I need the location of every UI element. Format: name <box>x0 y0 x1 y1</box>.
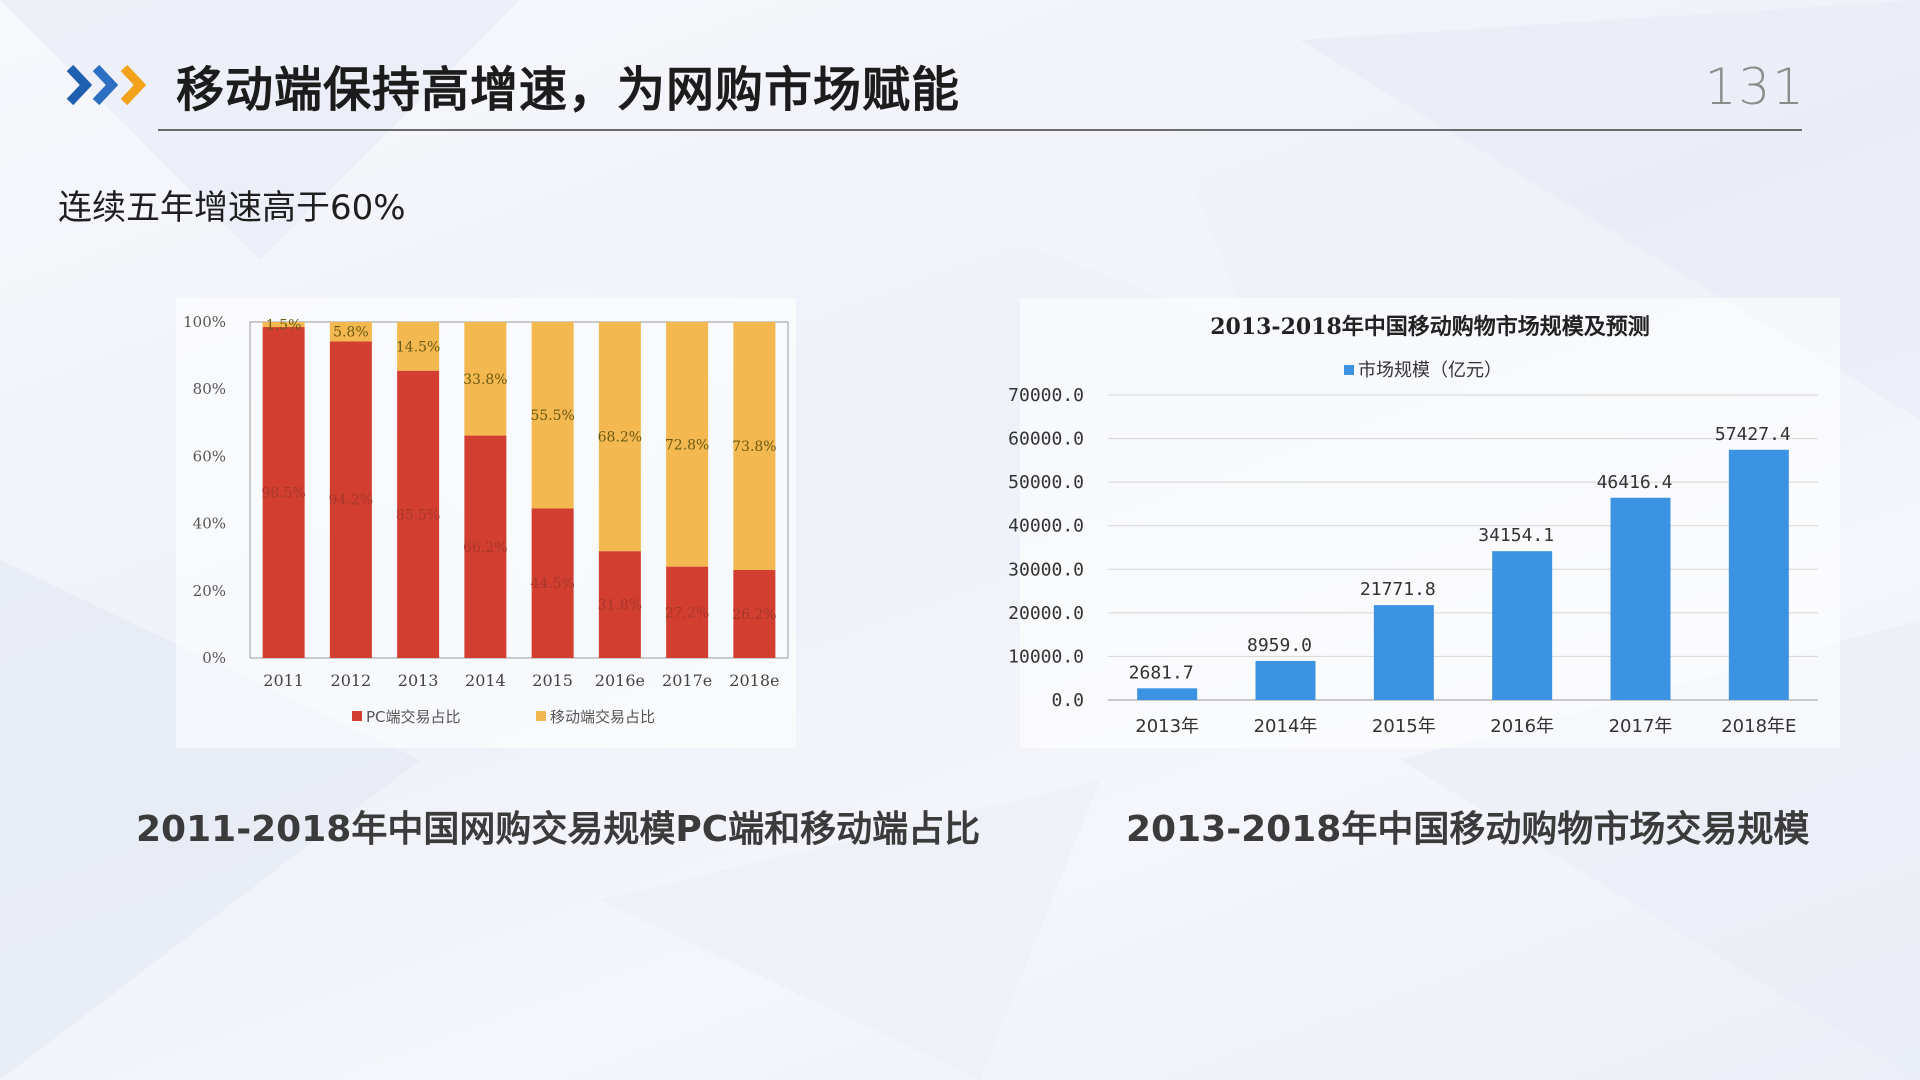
x-tick-label: 2014年 <box>1254 716 1318 737</box>
y-tick-label: 40000.0 <box>1008 516 1084 537</box>
mobile-share-bar <box>397 322 440 371</box>
y-tick-label: 100% <box>183 313 226 331</box>
pc-share-bar <box>397 370 440 658</box>
x-tick-label: 2013 <box>398 671 439 690</box>
x-tick-label: 2016e <box>595 671 645 690</box>
mobile-share-label: 73.8% <box>732 439 776 455</box>
page-title: 移动端保持高增速，为网购市场赋能 <box>176 62 961 118</box>
x-tick-label: 2017e <box>662 671 712 690</box>
x-tick-label: 2014 <box>465 671 506 690</box>
y-tick-label: 80% <box>193 380 226 398</box>
market-size-bar <box>1137 688 1198 700</box>
y-tick-label: 30000.0 <box>1008 559 1084 580</box>
mobile-share-bar <box>733 322 776 570</box>
market-size-bar <box>1255 660 1316 700</box>
plot-frame <box>249 321 789 659</box>
y-tick-label: 50000.0 <box>1008 472 1084 493</box>
x-tick-label: 2016年 <box>1490 716 1554 737</box>
y-tick-label: 70000.0 <box>1008 385 1084 406</box>
x-tick-label: 2012 <box>331 671 372 690</box>
x-tick-label: 2018e <box>729 671 779 690</box>
mobile-share-bar <box>464 322 507 436</box>
mobile-share-label: 72.8% <box>665 437 709 453</box>
mobile-share-bar <box>666 322 709 567</box>
y-tick-label: 20% <box>193 582 226 600</box>
mobile-share-label: 14.5% <box>396 339 440 355</box>
mobile-share-label: 1.5% <box>266 318 302 334</box>
pc-share-label: 85.5% <box>396 507 440 523</box>
market-size-bar <box>1610 497 1671 700</box>
pc-share-label: 94.2% <box>329 493 373 509</box>
mobile-share-bar <box>262 322 305 328</box>
market-size-label: 2681.7 <box>1129 662 1194 683</box>
pc-share-bar <box>598 551 641 658</box>
pc-share-bar <box>329 341 372 658</box>
left-chart-caption: 2011-2018年中国网购交易规模PC端和移动端占比 <box>136 809 981 850</box>
y-tick-label: 10000.0 <box>1008 646 1084 667</box>
legend-label-market: 市场规模（亿元） <box>1358 360 1502 381</box>
x-tick-label: 2013年 <box>1135 716 1199 737</box>
y-tick-label: 60000.0 <box>1008 429 1084 450</box>
pc-share-label: 44.5% <box>530 576 574 592</box>
pc-share-label: 31.8% <box>598 598 642 614</box>
chevron-arrows-icon <box>66 64 147 106</box>
x-tick-label: 2015年 <box>1372 716 1436 737</box>
legend-label-pc: PC端交易占比 <box>366 708 461 726</box>
pc-share-bar <box>464 435 507 658</box>
mobile-share-label: 55.5% <box>530 408 574 424</box>
right-chart-caption: 2013-2018年中国移动购物市场交易规模 <box>1126 809 1810 850</box>
market-size-bar <box>1728 449 1789 700</box>
x-tick-label: 2018年E <box>1721 716 1796 737</box>
y-tick-label: 40% <box>193 515 226 533</box>
pc-share-bar <box>531 508 574 658</box>
slide-subtitle: 连续五年增速高于60% <box>58 188 406 228</box>
mobile-share-bar <box>598 322 641 552</box>
page-number: 131 <box>1704 58 1806 116</box>
mobile-share-label: 5.8% <box>333 325 369 341</box>
y-tick-label: 0.0 <box>1051 690 1084 711</box>
title-divider <box>158 129 1802 131</box>
market-size-label: 46416.4 <box>1597 472 1673 493</box>
pc-share-bar <box>666 566 709 658</box>
mobile-share-bar <box>329 322 372 342</box>
slide-header: 移动端保持高增速，为网购市场赋能 131 <box>0 0 1920 140</box>
legend-swatch-mobile <box>536 711 546 721</box>
market-size-bar <box>1492 551 1553 700</box>
pc-share-bar <box>733 569 776 658</box>
mobile-share-label: 68.2% <box>598 430 642 446</box>
pc-share-bar <box>262 327 305 658</box>
chart-title: 2013-2018年中国移动购物市场规模及预测 <box>1210 314 1650 340</box>
pc-share-label: 27.2% <box>665 605 709 621</box>
market-size-label: 8959.0 <box>1247 635 1312 656</box>
y-tick-label: 60% <box>193 447 226 465</box>
x-tick-label: 2015 <box>532 671 573 690</box>
pc-share-label: 98.5% <box>261 486 305 502</box>
y-tick-label: 20000.0 <box>1008 603 1084 624</box>
legend-label-mobile: 移动端交易占比 <box>550 708 655 726</box>
x-tick-label: 2011 <box>263 671 304 690</box>
market-size-label: 57427.4 <box>1715 424 1791 445</box>
x-tick-label: 2017年 <box>1609 716 1673 737</box>
legend-swatch-market <box>1344 365 1354 375</box>
pc-share-label: 26.2% <box>732 607 776 623</box>
market-size-label: 34154.1 <box>1478 525 1554 546</box>
legend-swatch-pc <box>352 711 362 721</box>
market-size-label: 21771.8 <box>1360 579 1436 600</box>
pc-share-label: 66.2% <box>463 540 507 556</box>
mobile-share-bar <box>531 322 574 509</box>
market-size-bar <box>1373 605 1434 700</box>
mobile-share-label: 33.8% <box>463 372 507 388</box>
y-tick-label: 0% <box>202 649 226 667</box>
